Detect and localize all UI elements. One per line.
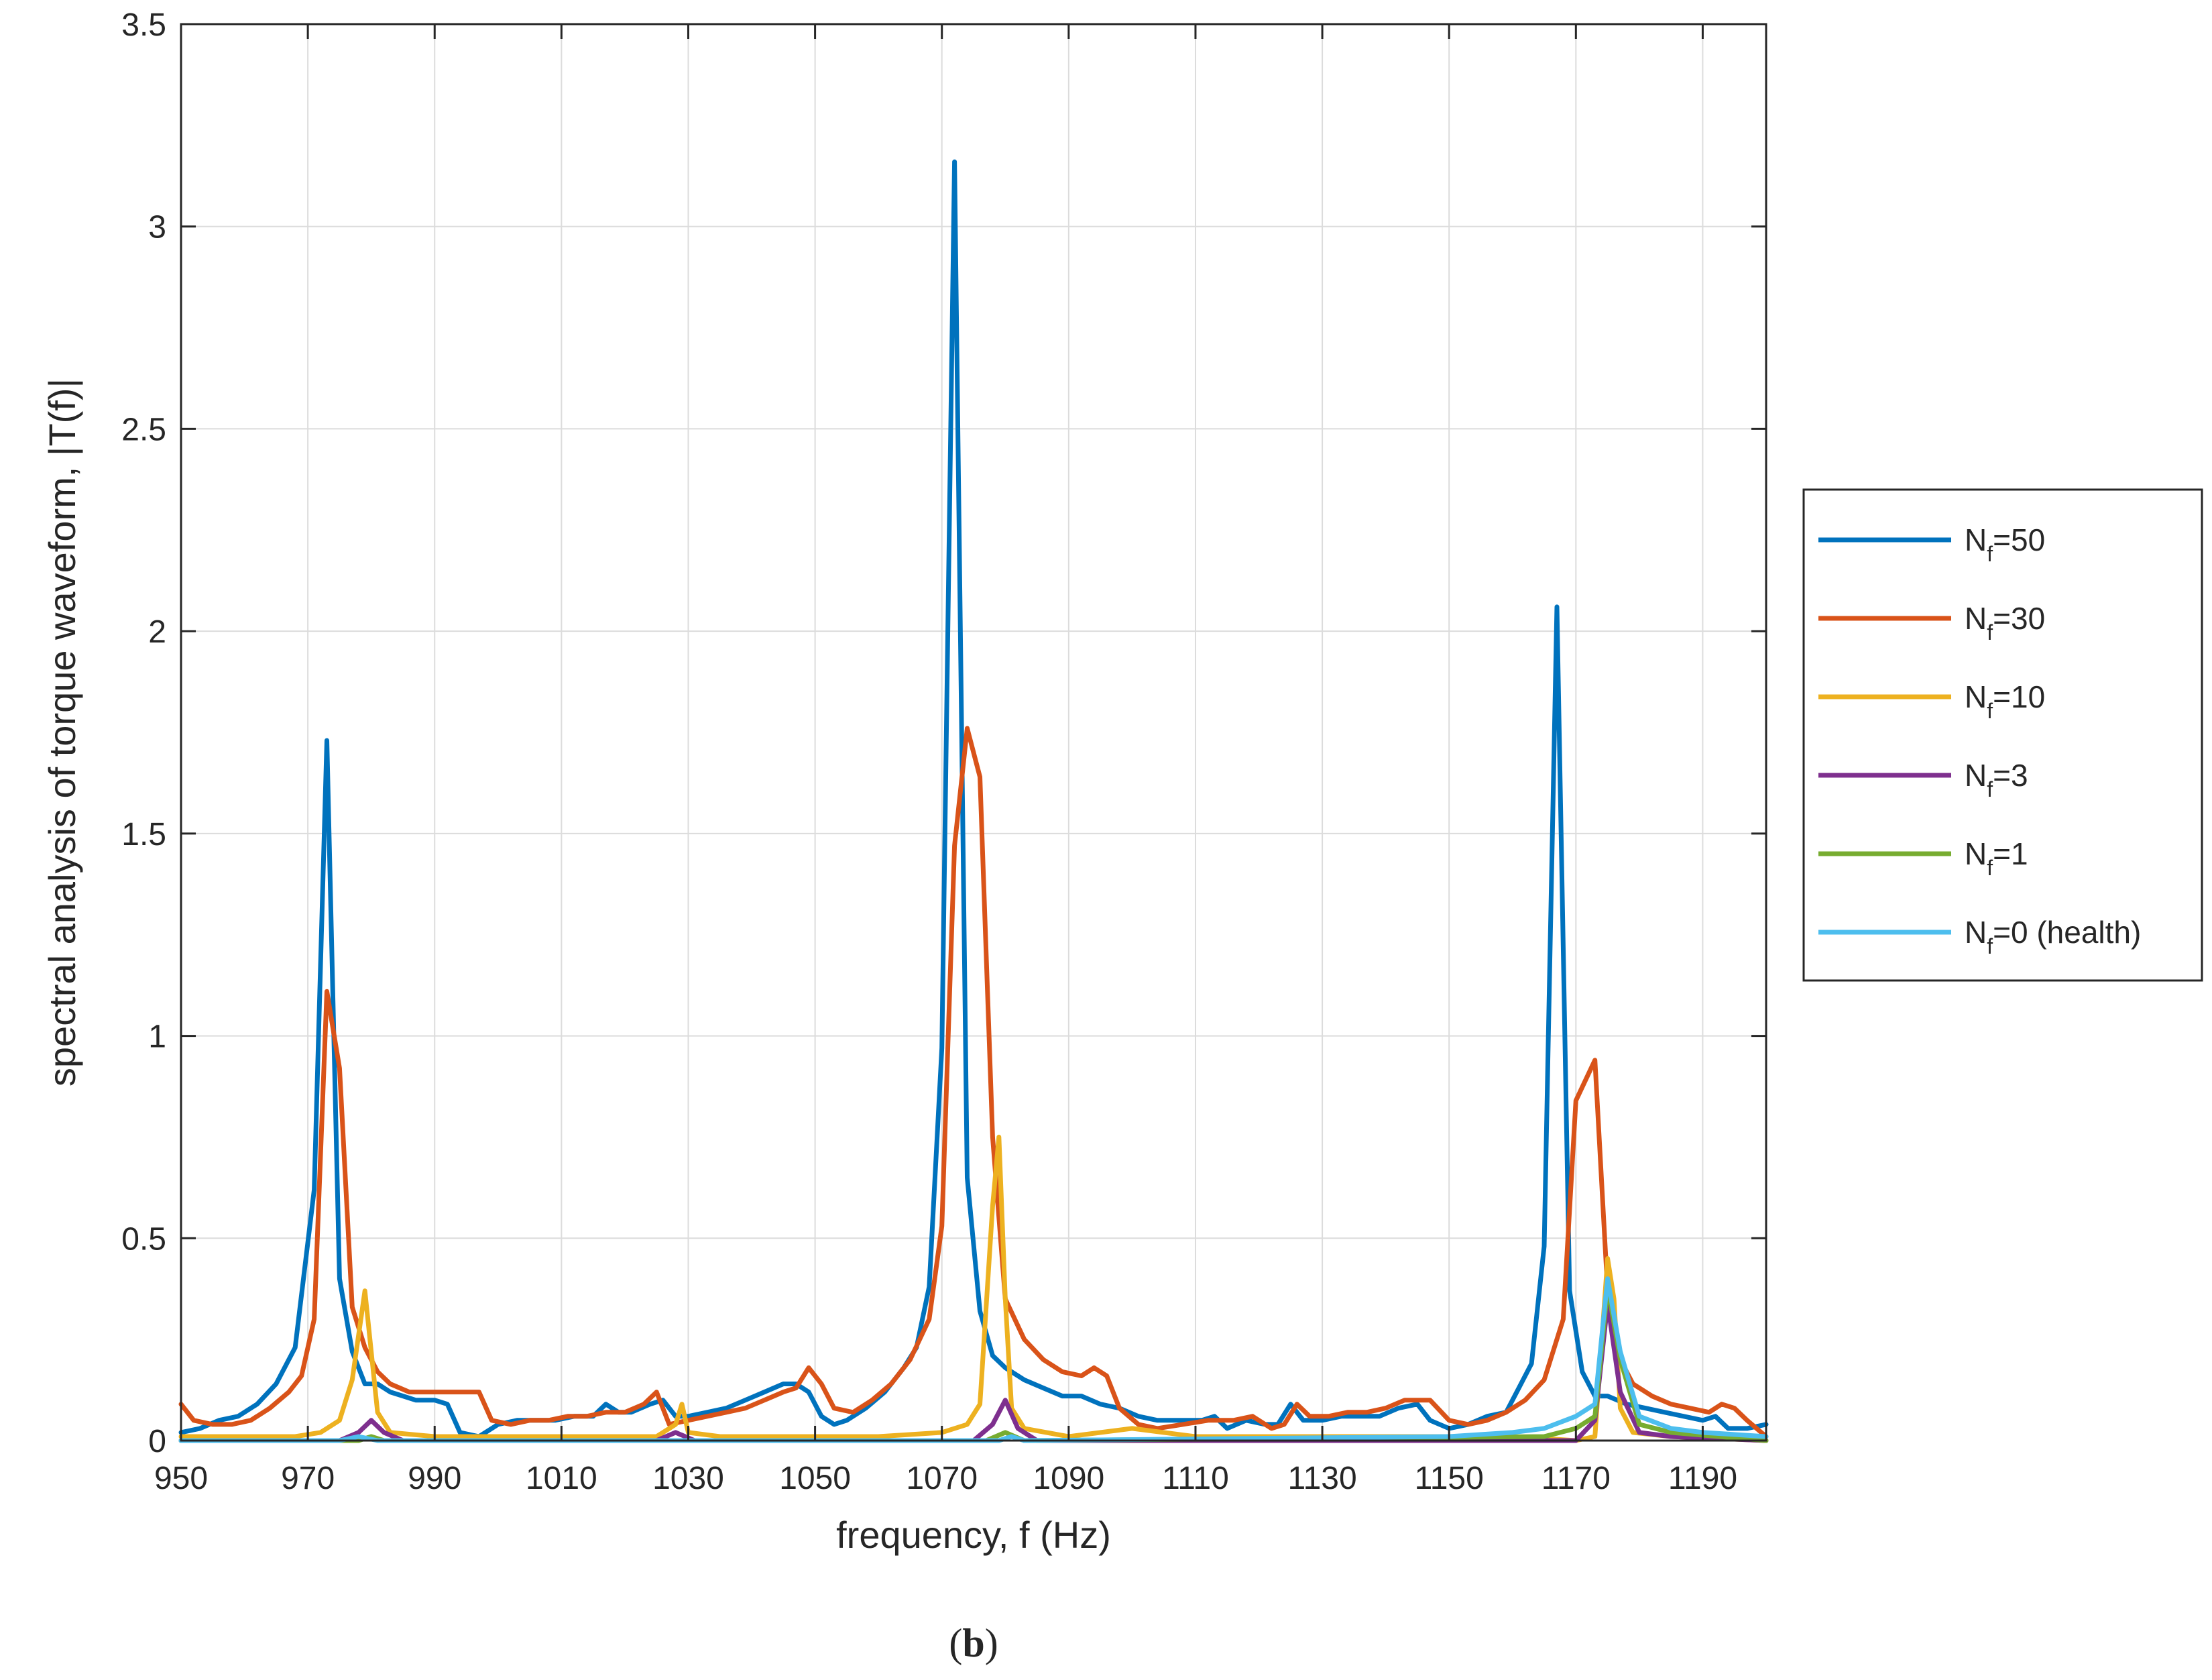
plot-area — [181, 24, 1766, 1441]
legend: Nf=50 Nf=30 Nf=10 Nf=3 Nf=1 Nf=0 (health) — [1802, 488, 2203, 982]
x-tick-labels: 950 970 990 1010 1030 1050 1070 1090 1110 1130 115… — [154, 1461, 1737, 1496]
x-tick-label: 1090 — [1033, 1461, 1104, 1496]
x-tick-label: 990 — [408, 1461, 461, 1496]
legend-label: Nf=50 — [1965, 522, 2045, 566]
x-tick-label: 1070 — [906, 1461, 978, 1496]
x-tick-label: 970 — [281, 1461, 335, 1496]
series-line-1 — [178, 726, 1769, 1439]
x-tick-label: 1190 — [1668, 1461, 1737, 1496]
x-tick-label: 1130 — [1287, 1461, 1356, 1496]
series-line-3 — [178, 1300, 1769, 1443]
x-tick-label: 1050 — [779, 1461, 851, 1496]
y-axis-title: spectral analysis of torque waveform, |T… — [41, 378, 83, 1086]
y-tick-label: 1 — [148, 1019, 166, 1055]
y-tick-label: 1.5 — [121, 817, 166, 852]
y-tick-label: 2.5 — [121, 412, 166, 447]
legend-label: Nf=1 — [1965, 836, 2028, 880]
x-tick-label: 1110 — [1162, 1461, 1229, 1496]
y-tick-labels: 0 0.5 1 1.5 2 2.5 3 3.5 — [121, 7, 166, 1459]
legend-label: Nf=3 — [1965, 758, 2028, 801]
x-tick-label: 1030 — [652, 1461, 724, 1496]
x-tick-label: 1010 — [526, 1461, 597, 1496]
series-line-2 — [178, 1134, 1769, 1443]
figure-caption: (b) — [949, 1621, 998, 1665]
y-tick-label: 3 — [148, 210, 166, 245]
legend-label: Nf=10 — [1965, 679, 2045, 723]
legend-box — [1802, 488, 2203, 982]
series-line-0 — [178, 159, 1769, 1439]
y-tick-label: 3.5 — [121, 7, 166, 43]
x-tick-label: 1150 — [1415, 1461, 1484, 1496]
legend-label: Nf=0 (health) — [1965, 915, 2141, 958]
grid-lines — [180, 23, 1766, 1441]
x-tick-label: 1170 — [1541, 1461, 1611, 1496]
x-tick-label: 950 — [154, 1461, 208, 1496]
y-tick-label: 0 — [148, 1424, 166, 1459]
y-tick-label: 2 — [148, 614, 166, 650]
legend-label: Nf=30 — [1965, 601, 2045, 645]
x-axis-title: frequency, f (Hz) — [836, 1514, 1111, 1556]
axes-box — [180, 23, 1767, 1442]
y-tick-label: 0.5 — [121, 1221, 166, 1257]
